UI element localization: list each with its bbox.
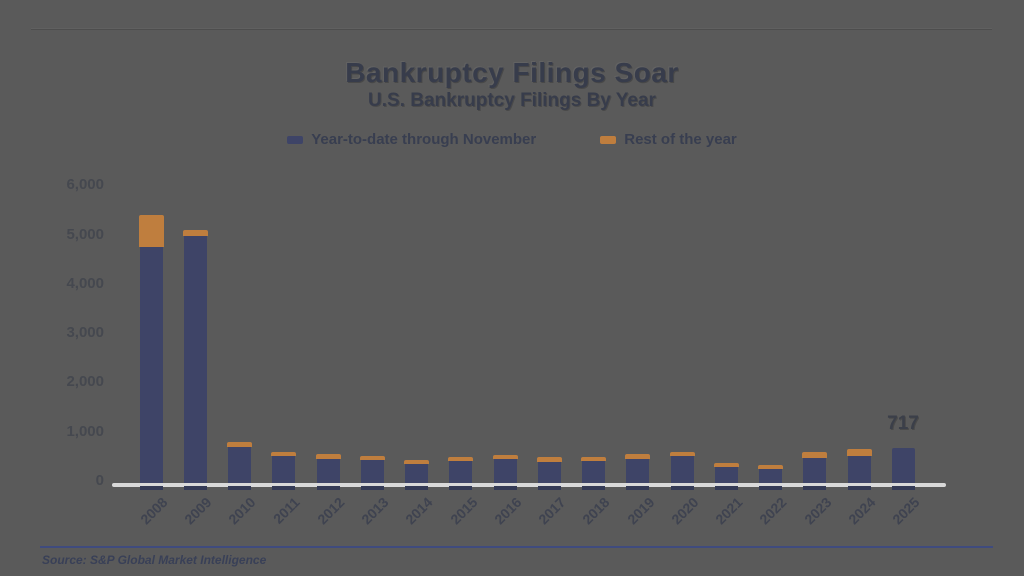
bar-2013-ytd <box>360 460 384 483</box>
y-tick-4,000: 4,000 <box>66 274 104 292</box>
data-label-2025: 717 <box>887 413 919 434</box>
bar-2024-ytd <box>847 455 871 483</box>
bar-2022-ytd <box>759 468 783 483</box>
bar-2023-base <box>803 486 827 490</box>
chart-title: Bankruptcy Filings Soar <box>345 57 679 88</box>
chart-subtitle: U.S. Bankruptcy Filings By Year <box>368 90 656 111</box>
x-tick-2011: 2011 <box>270 494 304 527</box>
bar-2018-ytd <box>582 461 606 483</box>
bar-2020-rest <box>669 451 695 457</box>
bar-2021-rest <box>713 463 739 468</box>
x-tick-2012: 2012 <box>314 494 348 528</box>
x-tick-2009: 2009 <box>181 494 215 528</box>
x-tick-2019: 2019 <box>623 494 658 528</box>
legend: Year-to-date through November Rest of th… <box>0 131 1024 148</box>
bar-2017-rest <box>536 457 562 462</box>
bar-2018-rest <box>581 457 607 462</box>
bar-2016-rest <box>492 454 518 460</box>
x-tick-2015: 2015 <box>446 494 481 528</box>
bar-2014-base <box>405 486 429 490</box>
bar-2010-rest <box>227 442 253 448</box>
y-tick-6,000: 6,000 <box>66 176 104 194</box>
source-note: Source: S&P Global Market Intelligence <box>42 553 267 567</box>
y-tick-3,000: 3,000 <box>66 324 104 342</box>
bar-2015-base <box>449 486 473 490</box>
bar-2008-base <box>139 486 163 490</box>
bar-2011-rest <box>271 451 297 457</box>
bar-2020-ytd <box>670 456 694 483</box>
x-tick-2013: 2013 <box>358 494 392 528</box>
legend-label-rest: Rest of the year <box>624 131 737 148</box>
x-tick-2008: 2008 <box>136 494 171 528</box>
bar-2012-base <box>316 486 340 490</box>
x-tick-2022: 2022 <box>756 494 790 528</box>
bar-2019-ytd <box>626 459 650 483</box>
bar-2016-ytd <box>493 459 517 483</box>
bar-2013-rest <box>359 455 385 461</box>
x-tick-2020: 2020 <box>668 494 702 528</box>
bar-2011-ytd <box>272 456 296 483</box>
x-tick-2025: 2025 <box>889 494 923 528</box>
bar-2010-ytd <box>228 447 252 483</box>
x-tick-2017: 2017 <box>535 494 569 528</box>
bar-2017-base <box>537 486 561 490</box>
bar-2025-ytd <box>891 447 915 483</box>
legend-swatch-ytd-icon <box>287 135 304 144</box>
bar-2009-base <box>183 486 207 490</box>
y-tick-5,000: 5,000 <box>66 225 104 243</box>
legend-item-ytd: Year-to-date through November <box>287 131 536 148</box>
top-divider <box>31 28 992 30</box>
legend-label-ytd: Year-to-date through November <box>311 131 537 148</box>
bar-2015-rest <box>448 457 474 462</box>
bar-2024-base <box>847 486 871 490</box>
bar-2017-ytd <box>537 461 561 483</box>
bar-2023-ytd <box>803 457 827 483</box>
legend-swatch-rest-icon <box>600 135 617 144</box>
bar-2009-ytd <box>183 236 207 483</box>
bar-2012-rest <box>315 454 341 460</box>
bar-2020-base <box>670 486 694 490</box>
bar-2019-base <box>626 486 650 490</box>
bar-2023-rest <box>802 451 828 458</box>
bar-2008-rest <box>138 214 164 248</box>
x-tick-2023: 2023 <box>800 494 835 528</box>
bar-2013-base <box>360 486 384 490</box>
x-tick-2010: 2010 <box>225 494 259 528</box>
bar-2014-ytd <box>405 464 429 483</box>
bottom-divider <box>40 546 993 548</box>
bar-2015-ytd <box>449 461 473 483</box>
y-tick-2,000: 2,000 <box>66 373 104 391</box>
bar-2022-base <box>759 486 783 490</box>
bar-2008-ytd <box>139 247 163 483</box>
bar-2021-base <box>714 486 738 490</box>
x-axis-line <box>112 483 946 487</box>
x-tick-2021: 2021 <box>712 494 746 528</box>
legend-item-rest: Rest of the year <box>600 131 737 148</box>
bar-2009-rest <box>182 229 208 236</box>
x-tick-2016: 2016 <box>491 494 525 528</box>
bar-2014-rest <box>404 459 430 465</box>
bar-2011-base <box>272 486 296 490</box>
bar-2019-rest <box>625 454 651 460</box>
y-tick-0: 0 <box>95 472 104 489</box>
bar-2021-ytd <box>714 467 738 483</box>
bar-2012-ytd <box>316 459 340 483</box>
bar-2010-base <box>228 486 252 490</box>
bar-2018-base <box>582 486 606 490</box>
bar-2016-base <box>493 486 517 490</box>
x-tick-2018: 2018 <box>579 494 613 528</box>
bar-2024-rest <box>846 448 872 456</box>
x-tick-2024: 2024 <box>845 494 879 528</box>
y-tick-1,000: 1,000 <box>66 422 104 440</box>
bar-2022-rest <box>758 464 784 469</box>
x-tick-2014: 2014 <box>402 494 436 528</box>
bar-2025-base <box>891 486 915 490</box>
